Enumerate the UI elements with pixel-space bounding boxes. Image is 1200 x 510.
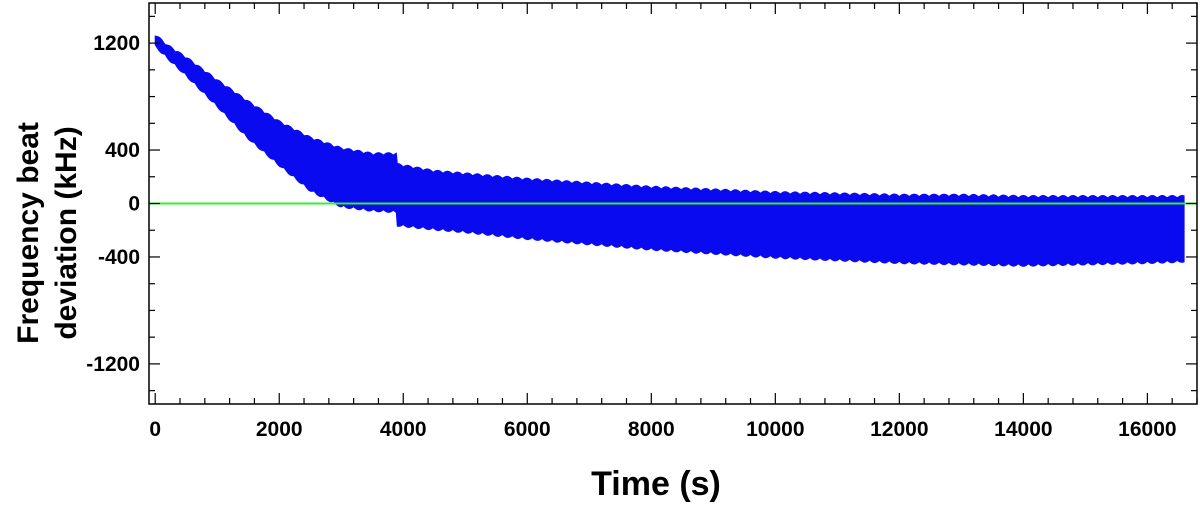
axes: 0 2000 4000 6000 8000 10000 12000 14000 16000120… bbox=[86, 2, 1198, 441]
x-tick-label: 10000 bbox=[746, 418, 804, 441]
x-tick-label: 2000 bbox=[256, 418, 303, 441]
x-tick-label: 12000 bbox=[870, 418, 928, 441]
x-tick-label: 4000 bbox=[380, 418, 427, 441]
x-tick-label: 14000 bbox=[994, 418, 1052, 441]
x-tick-label: 16000 bbox=[1118, 418, 1176, 441]
y-tick-label: 0 bbox=[128, 193, 140, 216]
plot-area bbox=[149, 35, 1197, 267]
y-tick-label: 400 bbox=[105, 139, 140, 162]
x-tick-label: 8000 bbox=[628, 418, 675, 441]
y-tick-label: 1200 bbox=[93, 32, 140, 55]
x-tick-label: 6000 bbox=[504, 418, 551, 441]
y-axis-title-line-2: deviation (kHz) bbox=[50, 126, 83, 339]
plot-content bbox=[149, 35, 1197, 267]
x-tick-label: 0 bbox=[149, 418, 161, 441]
y-axis-title: Frequency beat deviation (kHz) bbox=[12, 122, 83, 344]
y-tick-label: -1200 bbox=[86, 353, 140, 376]
y-axis-title-line-1: Frequency beat bbox=[12, 122, 45, 344]
data-band-0 bbox=[154, 35, 1185, 267]
y-tick-label: -400 bbox=[98, 246, 140, 269]
x-axis-title: Time (s) bbox=[591, 465, 721, 503]
